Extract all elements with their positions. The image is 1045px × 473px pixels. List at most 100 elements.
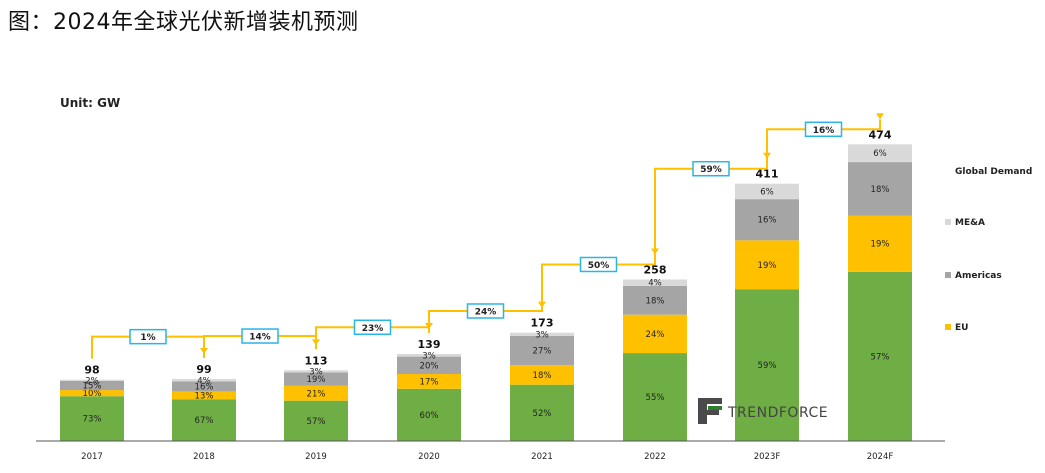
segment-label: 18% xyxy=(871,185,890,195)
bar-segment xyxy=(735,183,799,200)
x-tick-label: 2020 xyxy=(418,452,440,462)
x-tick-label: 2019 xyxy=(305,452,327,462)
segment-label: 60% xyxy=(420,411,439,421)
segment-label: 57% xyxy=(307,417,326,427)
bar-segment xyxy=(284,385,348,401)
growth-label: 14% xyxy=(249,333,271,343)
total-label: 113 xyxy=(305,354,328,367)
total-label: 474 xyxy=(869,128,892,141)
legend-label: Americas xyxy=(955,271,1002,281)
bar-segment xyxy=(284,370,348,373)
segment-label: 2% xyxy=(85,376,99,386)
total-label: 139 xyxy=(418,338,441,351)
segment-label: 19% xyxy=(307,375,326,385)
bar-segment xyxy=(397,356,461,374)
page-title: 图：2024年全球光伏新增装机预测 xyxy=(8,10,359,35)
trendforce-logo-icon xyxy=(698,398,722,424)
legend-swatch xyxy=(945,219,951,225)
segment-label: 59% xyxy=(758,361,777,371)
bar-segment xyxy=(510,335,574,366)
bar-segment xyxy=(172,379,236,382)
bar-segment xyxy=(735,289,799,441)
logo-text: TRENDFORCE xyxy=(727,405,828,421)
legend-label: ME&A xyxy=(955,218,985,228)
bar-segment xyxy=(172,399,236,441)
segment-label: 17% xyxy=(420,377,439,387)
bar-segment xyxy=(510,384,574,441)
segment-label: 3% xyxy=(309,367,323,377)
growth-box xyxy=(579,256,618,273)
legend-title: Global Demand xyxy=(955,167,1032,177)
bar-segment xyxy=(397,373,461,389)
bar-segment xyxy=(735,240,799,290)
segment-label: 19% xyxy=(758,261,777,271)
legend-swatch xyxy=(945,324,951,330)
bar-segment xyxy=(848,271,912,441)
x-tick-label: 2018 xyxy=(193,452,215,462)
bar-segment xyxy=(172,381,236,392)
segment-label: 20% xyxy=(420,361,439,371)
growth-box xyxy=(241,328,279,344)
x-tick-label: 2022 xyxy=(644,452,666,462)
total-label: 258 xyxy=(644,263,667,276)
segment-label: 52% xyxy=(533,409,552,419)
legend-swatch xyxy=(945,272,951,278)
bar-segment xyxy=(60,379,124,381)
segment-label: 19% xyxy=(871,240,890,250)
segment-label: 27% xyxy=(533,347,552,357)
bar-segment xyxy=(284,400,348,441)
segment-label: 6% xyxy=(873,149,887,159)
growth-box xyxy=(466,303,505,319)
growth-label: 16% xyxy=(813,126,835,136)
x-tick-label: 2023F xyxy=(754,452,781,462)
bar-segment xyxy=(397,388,461,441)
growth-label: 59% xyxy=(700,165,722,175)
segment-label: 16% xyxy=(758,216,777,226)
bar-segment xyxy=(284,372,348,386)
legend: Global Demand ME&A Americas EU xyxy=(945,167,1032,333)
bar-segment xyxy=(397,353,461,357)
total-label: 411 xyxy=(756,168,779,181)
segment-label: 4% xyxy=(648,279,662,289)
x-tick-label: 2024F xyxy=(867,452,894,462)
segment-label: 55% xyxy=(646,393,665,403)
x-tick-label: 2021 xyxy=(531,452,553,462)
total-label: 173 xyxy=(531,317,554,330)
growth-arrowhead xyxy=(876,113,884,120)
legend-label: EU xyxy=(955,323,968,333)
segment-label: 16% xyxy=(195,382,214,392)
total-label: 98 xyxy=(84,364,99,377)
growth-box xyxy=(804,121,843,138)
bar-segment xyxy=(623,285,687,315)
segment-label: 67% xyxy=(195,416,214,426)
bar-segment xyxy=(510,365,574,385)
x-tick-label: 2017 xyxy=(81,452,103,462)
bar-segment xyxy=(623,353,687,441)
segment-label: 3% xyxy=(535,330,549,340)
growth-label: 1% xyxy=(140,333,155,343)
unit-label: Unit: GW xyxy=(60,96,120,110)
growth-box xyxy=(353,319,392,336)
trendforce-logo: TRENDFORCE xyxy=(698,398,828,424)
segment-label: 24% xyxy=(646,330,665,340)
segment-label: 18% xyxy=(646,296,665,306)
growth-box xyxy=(692,160,730,177)
bar-segment xyxy=(623,279,687,286)
bar-segment xyxy=(60,380,124,391)
bar-segment xyxy=(848,162,912,216)
segment-label: 57% xyxy=(871,352,890,362)
segment-label: 15% xyxy=(83,381,102,391)
total-label: 99 xyxy=(196,363,211,376)
growth-label: 50% xyxy=(588,261,610,271)
growth-label: 23% xyxy=(362,324,384,334)
growth-label: 24% xyxy=(475,307,497,317)
segment-label: 13% xyxy=(195,391,214,401)
bar-segment xyxy=(60,390,124,397)
bar-segment xyxy=(848,144,912,163)
segment-label: 73% xyxy=(83,415,102,425)
bar-segment xyxy=(735,199,799,241)
segment-label: 21% xyxy=(307,389,326,399)
bar-segment xyxy=(172,391,236,400)
bar-segment xyxy=(510,332,574,336)
